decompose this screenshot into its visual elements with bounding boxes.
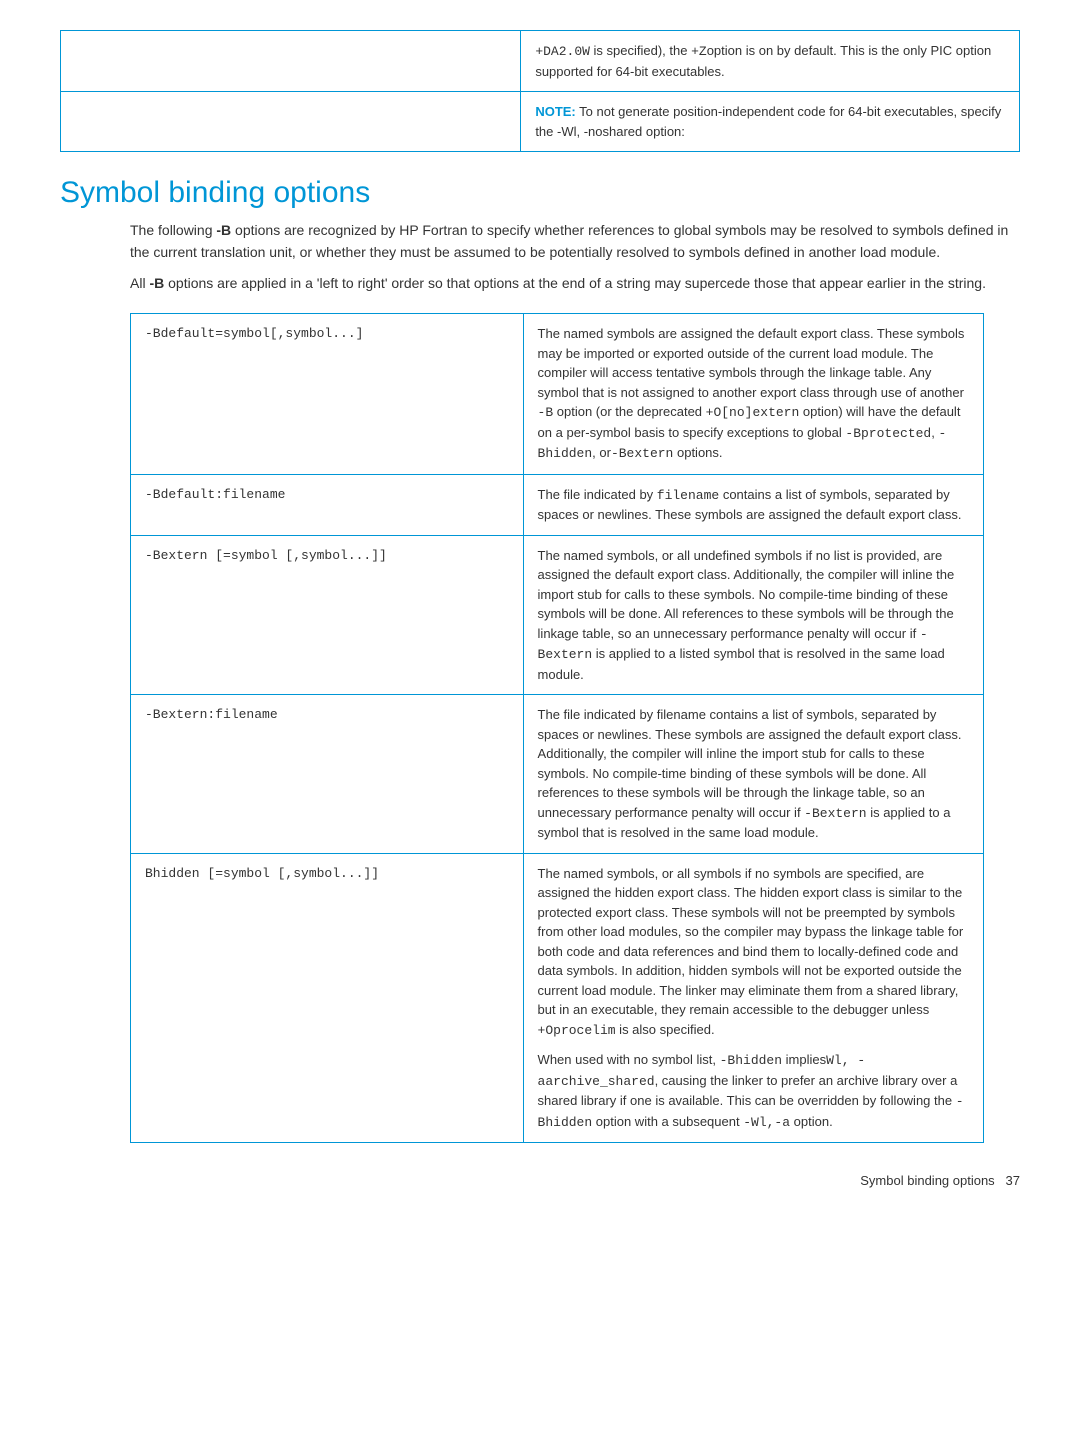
desc-cell: The file indicated by filename contains … xyxy=(523,474,984,535)
page-footer: Symbol binding options 37 xyxy=(60,1173,1020,1188)
table-row: Bhidden [=symbol [,symbol...]] The named… xyxy=(131,853,984,1143)
table-row: -Bextern [=symbol [,symbol...]] The name… xyxy=(131,535,984,695)
desc-cell: The named symbols are assigned the defau… xyxy=(523,314,984,475)
intro-p2: All -B options are applied in a 'left to… xyxy=(130,273,1020,295)
option-cell: -Bextern:filename xyxy=(131,695,524,854)
note-text: To not generate position-independent cod… xyxy=(535,104,1001,139)
option-cell: -Bdefault=symbol[,symbol...] xyxy=(131,314,524,475)
intro-p1: The following -B options are recognized … xyxy=(130,220,1020,263)
table-row: -Bdefault:filename The file indicated by… xyxy=(131,474,984,535)
table-row: -Bdefault=symbol[,symbol...] The named s… xyxy=(131,314,984,475)
section-heading: Symbol binding options xyxy=(60,176,1020,210)
desc-cell: The named symbols, or all symbols if no … xyxy=(523,853,984,1143)
top-row1-right: +DA2.0W is specified), the +Zoption is o… xyxy=(521,31,1020,92)
option-cell: -Bextern [=symbol [,symbol...]] xyxy=(131,535,524,695)
desc-para-2: When used with no symbol list, -Bhidden … xyxy=(538,1050,970,1132)
intro-block: The following -B options are recognized … xyxy=(130,220,1020,295)
option-cell: Bhidden [=symbol [,symbol...]] xyxy=(131,853,524,1143)
footer-title: Symbol binding options xyxy=(860,1173,994,1188)
note-label: NOTE: xyxy=(535,104,575,119)
code: +Z xyxy=(691,44,707,59)
options-table: -Bdefault=symbol[,symbol...] The named s… xyxy=(130,313,984,1143)
top-note-table: +DA2.0W is specified), the +Zoption is o… xyxy=(60,30,1020,152)
top-row2-left xyxy=(61,92,521,152)
footer-page: 37 xyxy=(1006,1173,1020,1188)
desc-cell: The named symbols, or all undefined symb… xyxy=(523,535,984,695)
table-row: -Bextern:filename The file indicated by … xyxy=(131,695,984,854)
top-row1-left xyxy=(61,31,521,92)
text: is specified), the xyxy=(590,43,691,58)
code: +DA2.0W xyxy=(535,44,590,59)
top-row2-right: NOTE: To not generate position-independe… xyxy=(521,92,1020,152)
desc-para-1: The named symbols, or all symbols if no … xyxy=(538,864,970,1041)
desc-cell: The file indicated by filename contains … xyxy=(523,695,984,854)
option-cell: -Bdefault:filename xyxy=(131,474,524,535)
